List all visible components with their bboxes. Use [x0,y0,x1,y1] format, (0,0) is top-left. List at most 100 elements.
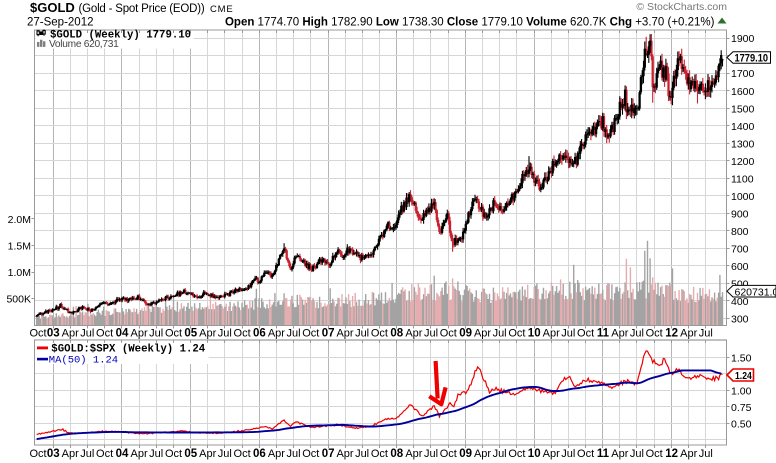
svg-text:Jul: Jul [355,448,369,460]
svg-text:1500: 1500 [731,103,755,115]
svg-text:Apr: Apr [62,448,79,460]
svg-text:Oct: Oct [646,328,663,340]
svg-text:12: 12 [665,448,678,460]
svg-text:1300: 1300 [731,138,755,150]
svg-text:Jul: Jul [218,328,232,340]
svg-text:1200: 1200 [731,156,755,168]
svg-text:Jul: Jul [218,448,232,460]
svg-text:Oct: Oct [646,448,663,460]
svg-text:CME: CME [210,4,234,15]
svg-text:1.5M: 1.5M [8,241,31,253]
svg-text:1.0M: 1.0M [8,267,31,279]
svg-text:08: 08 [390,448,403,460]
svg-text:0.50: 0.50 [731,418,752,430]
svg-text:Oct: Oct [508,448,525,460]
svg-text:03: 03 [47,328,60,340]
svg-text:08: 08 [390,328,403,340]
svg-text:Oct: Oct [508,328,525,340]
svg-text:09: 09 [459,328,472,340]
svg-text:1.24: 1.24 [735,371,752,382]
svg-text:0.75: 0.75 [731,402,752,414]
svg-text:06: 06 [253,448,266,460]
svg-text:10: 10 [528,448,541,460]
svg-text:300: 300 [731,314,749,326]
svg-text:Apr: Apr [199,328,216,340]
svg-text:Oct: Oct [302,448,319,460]
svg-text:1000: 1000 [731,191,755,203]
svg-text:400: 400 [731,296,749,308]
svg-text:11: 11 [597,328,610,340]
svg-text:Apr: Apr [611,448,628,460]
svg-text:Oct: Oct [371,448,388,460]
svg-text:Jul: Jul [149,448,163,460]
svg-text:Jul: Jul [493,448,507,460]
svg-text:11: 11 [597,448,610,460]
svg-text:Jul: Jul [149,328,163,340]
svg-text:Oct: Oct [440,328,457,340]
svg-text:Jul: Jul [286,328,300,340]
svg-text:Jul: Jul [630,328,644,340]
svg-text:Apr: Apr [405,448,422,460]
svg-text:Oct: Oct [96,328,113,340]
svg-text:Apr: Apr [474,448,491,460]
svg-text:1700: 1700 [731,68,755,80]
svg-text:Apr: Apr [474,328,491,340]
svg-text:(Gold - Spot Price (EOD)): (Gold - Spot Price (EOD)) [79,3,205,15]
svg-text:800: 800 [731,226,749,238]
svg-text:620731.0: 620731.0 [735,286,776,298]
svg-text:MA(50) 1.24: MA(50) 1.24 [49,355,118,367]
svg-text:05: 05 [184,328,197,340]
svg-text:Oct: Oct [234,448,251,460]
svg-text:Apr: Apr [336,448,353,460]
svg-text:12: 12 [665,328,678,340]
svg-text:Apr: Apr [131,448,148,460]
svg-text:Oct: Oct [165,448,182,460]
svg-text:Jul: Jul [80,448,94,460]
svg-text:03: 03 [47,448,60,460]
svg-text:Oct: Oct [302,328,319,340]
svg-text:Apr: Apr [543,328,560,340]
svg-text:Apr: Apr [62,328,79,340]
svg-text:05: 05 [184,448,197,460]
svg-text:1900: 1900 [731,33,755,45]
svg-text:09: 09 [459,448,472,460]
svg-text:Jul: Jul [630,448,644,460]
svg-text:27-Sep-2012: 27-Sep-2012 [27,17,94,29]
svg-text:$GOLD (Weekly) 1779.10: $GOLD (Weekly) 1779.10 [50,29,191,41]
svg-text:1400: 1400 [731,121,755,133]
svg-text:1100: 1100 [731,173,754,185]
svg-text:Oct: Oct [29,448,46,460]
svg-text:04: 04 [116,448,129,460]
svg-text:06: 06 [253,328,266,340]
svg-text:Apr: Apr [680,448,697,460]
svg-text:900: 900 [731,208,749,220]
svg-text:Oct: Oct [165,328,182,340]
svg-text:Jul: Jul [561,448,575,460]
svg-text:1600: 1600 [731,86,755,98]
svg-text:Oct: Oct [577,448,594,460]
svg-text:Oct: Oct [577,328,594,340]
svg-text:Apr: Apr [268,328,285,340]
svg-text:Oct: Oct [96,448,113,460]
svg-text:500K: 500K [6,294,31,306]
svg-text:1.50: 1.50 [731,352,752,364]
svg-text:$GOLD: $GOLD [30,0,75,15]
svg-text:Apr: Apr [543,448,560,460]
svg-text:Apr: Apr [611,328,628,340]
svg-text:Oct: Oct [440,448,457,460]
svg-text:07: 07 [322,448,335,460]
svg-text:1779.10: 1779.10 [735,53,769,65]
svg-text:Jul: Jul [355,328,369,340]
svg-text:600: 600 [731,261,749,273]
svg-text:1.00: 1.00 [731,385,752,397]
svg-text:Apr: Apr [131,328,148,340]
svg-text:Apr: Apr [199,448,216,460]
svg-text:$GOLD:$SPX (Weekly) 1.24: $GOLD:$SPX (Weekly) 1.24 [51,344,206,356]
svg-text:Apr: Apr [405,328,422,340]
svg-text:Jul: Jul [493,328,507,340]
svg-text:Jul: Jul [424,328,438,340]
svg-text:Apr: Apr [680,328,697,340]
svg-text:2.0M: 2.0M [8,214,31,226]
svg-text:10: 10 [528,328,541,340]
svg-text:Jul: Jul [424,448,438,460]
